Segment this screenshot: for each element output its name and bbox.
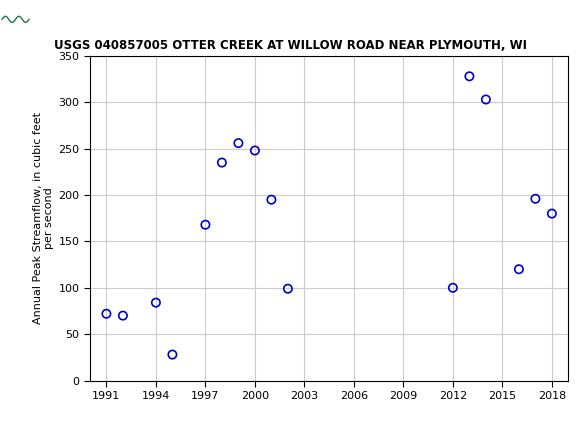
Text: USGS 040857005 OTTER CREEK AT WILLOW ROAD NEAR PLYMOUTH, WI: USGS 040857005 OTTER CREEK AT WILLOW ROA…	[53, 39, 527, 52]
Point	[250, 147, 259, 154]
Point	[168, 351, 177, 358]
Point	[548, 210, 557, 217]
Point	[531, 195, 540, 202]
Polygon shape	[2, 2, 29, 37]
Point	[283, 285, 292, 292]
Point	[481, 96, 491, 103]
Y-axis label: Annual Peak Streamflow, in cubic feet
per second: Annual Peak Streamflow, in cubic feet pe…	[32, 112, 54, 324]
Point	[234, 140, 243, 147]
Point	[151, 299, 161, 306]
Point	[465, 73, 474, 80]
Point	[514, 266, 524, 273]
Point	[448, 284, 458, 291]
Bar	[2, 2, 29, 37]
Bar	[2, 2, 62, 37]
Text: USGS: USGS	[32, 10, 88, 28]
Point	[267, 196, 276, 203]
Point	[201, 221, 210, 228]
Point	[102, 310, 111, 317]
Point	[218, 159, 227, 166]
Point	[118, 312, 128, 319]
